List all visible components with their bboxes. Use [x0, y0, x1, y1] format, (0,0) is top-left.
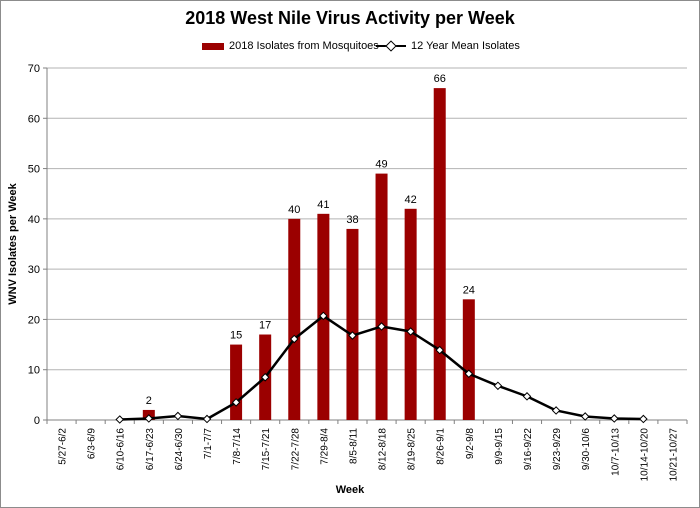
mean-marker	[464, 369, 474, 379]
x-tick-label: 10/14-10/20	[639, 428, 650, 482]
y-tick-label: 30	[28, 264, 40, 276]
mean-marker	[115, 415, 125, 424]
mean-marker	[319, 311, 328, 321]
x-tick-label: 9/16-9/22	[523, 428, 534, 471]
y-tick-label: 10	[28, 365, 40, 377]
mean-marker	[173, 411, 183, 421]
mean-marker	[609, 414, 619, 423]
x-tick-label: 6/10-6/16	[116, 428, 127, 471]
x-tick-label: 7/15-7/21	[261, 428, 272, 471]
x-tick-label: 7/1-7/7	[203, 428, 214, 460]
y-tick-label: 40	[28, 214, 40, 226]
bar	[346, 228, 359, 420]
bar-data-label: 66	[434, 73, 446, 85]
y-tick-label: 60	[28, 113, 40, 125]
mean-marker	[348, 331, 357, 340]
mean-marker	[202, 414, 212, 424]
bar-data-label: 2	[146, 395, 152, 407]
legend-bar-swatch	[202, 42, 224, 50]
bar-data-label: 40	[288, 204, 300, 216]
x-tick-label: 10/7-10/13	[610, 428, 621, 476]
x-tick-label: 5/27-6/2	[58, 428, 69, 465]
bar	[288, 218, 301, 420]
x-tick-label: 8/19-8/25	[407, 428, 418, 471]
bar	[375, 173, 388, 420]
bar	[404, 208, 417, 420]
legend-item-bars: 2018 Isolates from Mosquitoes	[202, 40, 379, 52]
mean-marker	[289, 334, 299, 344]
legend-label-bars: 2018 Isolates from Mosquitoes	[229, 40, 379, 52]
x-axis-label: Week	[335, 484, 365, 496]
x-tick-label: 10/21-10/27	[668, 428, 679, 482]
x-tick-label: 8/5-8/11	[348, 428, 359, 464]
mean-marker	[260, 372, 270, 382]
x-tick-label: 7/29-8/4	[319, 428, 330, 465]
legend-label-line: 12 Year Mean Isolates	[411, 40, 520, 52]
legend-item-line: 12 Year Mean Isolates	[376, 40, 520, 52]
bar-data-label: 24	[463, 284, 475, 296]
bar	[230, 344, 243, 420]
bar	[462, 299, 475, 420]
bar-data-label: 38	[346, 214, 358, 226]
x-tick-label: 8/26-9/1	[436, 428, 447, 465]
x-tick-label: 8/12-8/18	[378, 428, 389, 471]
x-tick-label: 6/17-6/23	[145, 428, 156, 471]
mean-marker	[639, 414, 648, 424]
chart-title: 2018 West Nile Virus Activity per Week	[185, 8, 515, 28]
x-tick-label: 9/9-9/15	[494, 428, 505, 465]
mean-marker	[435, 345, 445, 355]
y-tick-label: 70	[28, 63, 40, 75]
bar-data-label: 15	[230, 330, 242, 342]
x-tick-label: 9/30-10/6	[581, 428, 592, 471]
x-tick-label: 7/8-7/14	[232, 428, 243, 465]
mean-marker	[493, 381, 503, 391]
y-tick-label: 20	[28, 314, 40, 326]
mean-marker	[377, 322, 386, 331]
x-tick-label: 6/24-6/30	[174, 428, 185, 471]
bar	[433, 88, 446, 420]
legend-line-swatch	[376, 40, 406, 52]
mean-marker	[231, 398, 241, 407]
legend: 2018 Isolates from Mosquitoes 12 Year Me…	[200, 40, 600, 54]
bar-data-label: 41	[317, 199, 329, 211]
y-tick-label: 50	[28, 164, 40, 176]
mean-marker	[580, 412, 590, 421]
mean-marker	[551, 406, 561, 415]
mean-marker	[406, 327, 415, 336]
bar-data-label: 17	[259, 320, 271, 332]
mean-marker	[144, 414, 154, 423]
x-tick-label: 9/23-9/29	[552, 428, 563, 471]
mean-marker	[522, 392, 532, 401]
bar-data-label: 49	[375, 159, 387, 171]
x-tick-label: 9/2-9/8	[465, 428, 476, 460]
x-tick-label: 7/22-7/28	[290, 428, 301, 471]
x-tick-label: 6/3-6/9	[87, 428, 98, 460]
bar-data-label: 42	[405, 194, 417, 206]
y-tick-label: 0	[34, 415, 40, 427]
